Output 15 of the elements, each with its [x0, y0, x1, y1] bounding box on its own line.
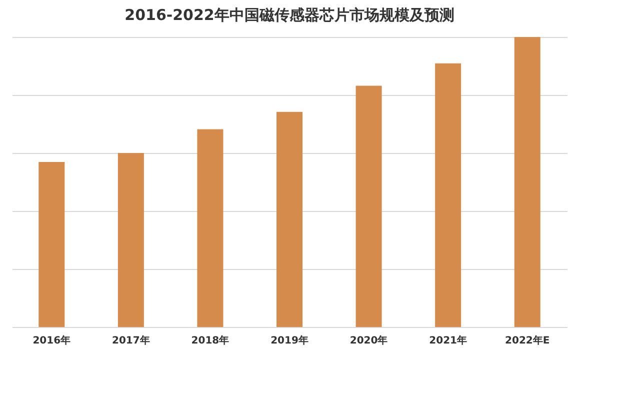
x-tick-label: 2022年E	[505, 334, 550, 346]
bar	[276, 112, 302, 327]
bar	[118, 153, 144, 327]
x-tick-label: 2017年	[112, 334, 150, 346]
bar	[435, 63, 462, 327]
bar	[197, 129, 224, 327]
x-tick-label: 2020年	[350, 334, 388, 346]
chart-title: 2016-2022年中国磁传感器芯片市场规模及预测	[124, 6, 454, 24]
x-tick-label: 2018年	[191, 334, 230, 346]
bar	[514, 37, 540, 327]
bar	[356, 86, 382, 327]
x-tick-label: 2016年	[32, 334, 71, 346]
x-tick-label: 2019年	[270, 334, 308, 346]
bar	[38, 162, 65, 327]
x-tick-label: 2021年	[429, 334, 467, 346]
